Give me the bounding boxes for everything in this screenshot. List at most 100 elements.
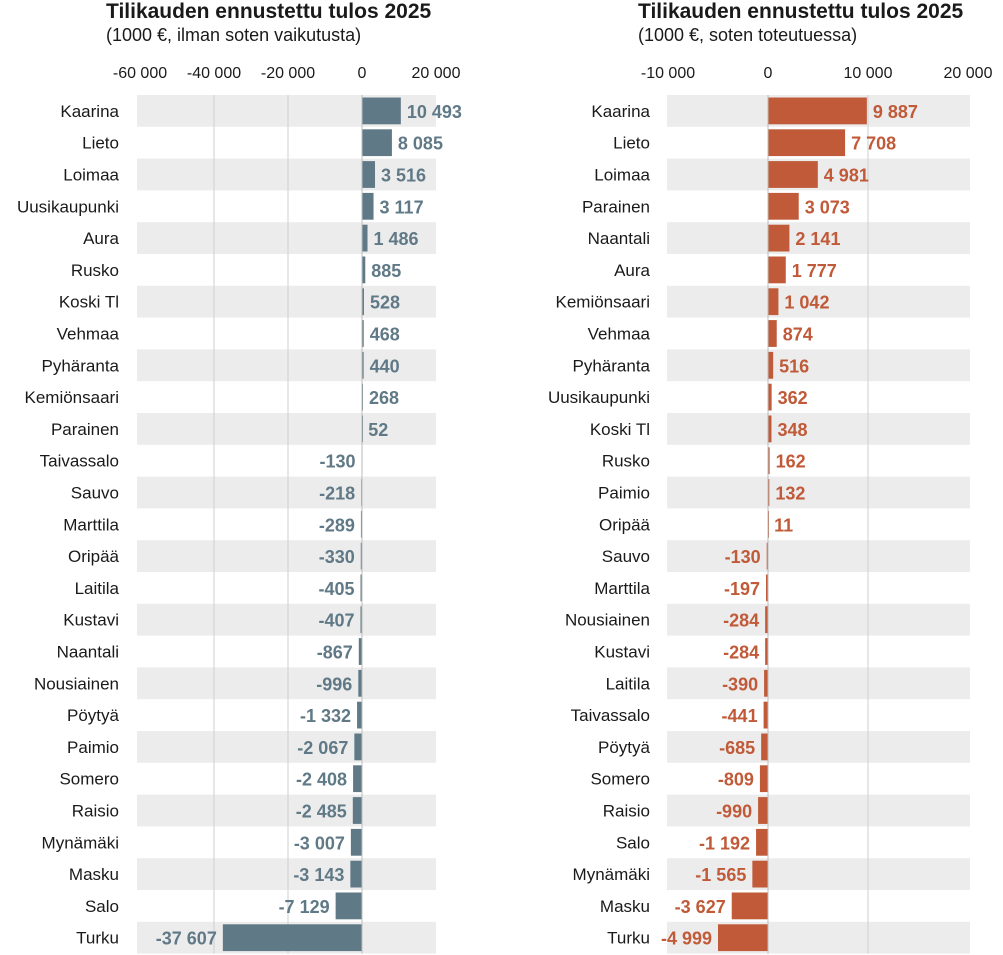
bar: [362, 320, 364, 347]
chart-title: Tilikauden ennustettu tulos 2025: [638, 0, 964, 23]
bar: [764, 669, 768, 697]
category-label: Raisio: [72, 802, 119, 821]
bar: [353, 765, 362, 793]
row-band: [137, 858, 436, 890]
category-label: Mynämäki: [42, 833, 119, 852]
row-band: [667, 413, 970, 445]
x-tick-label: -60 000: [113, 65, 167, 82]
category-label: Taivassalo: [40, 452, 119, 471]
row-band: [137, 667, 436, 700]
row-band: [137, 413, 436, 445]
category-label: Parainen: [51, 420, 119, 439]
bar: [768, 288, 779, 316]
category-label: Kemiönsaari: [25, 388, 120, 407]
row-band: [667, 921, 970, 954]
category-label: Naantali: [57, 643, 119, 662]
value-label: -284: [723, 643, 759, 663]
left-chart-panel: Tilikauden ennustettu tulos 2025 (1000 €…: [0, 0, 500, 955]
bar: [335, 892, 362, 920]
bar: [768, 351, 774, 379]
bar: [768, 161, 818, 188]
bar: [752, 860, 768, 888]
category-label: Rusko: [602, 452, 650, 471]
bar: [766, 574, 768, 602]
category-label: Kaarina: [591, 102, 650, 121]
value-label: 132: [775, 484, 805, 504]
category-label: Somero: [590, 770, 650, 789]
value-label: -990: [716, 802, 752, 822]
value-label: 3 073: [805, 197, 850, 217]
bar: [354, 733, 362, 761]
category-label: Pyhäranta: [573, 356, 651, 375]
bar: [768, 415, 772, 443]
bar: [350, 860, 362, 888]
value-label: -4 999: [661, 929, 712, 949]
category-label: Koski Tl: [590, 420, 650, 439]
category-label: Naantali: [588, 229, 650, 248]
bar: [362, 192, 374, 220]
bar: [222, 924, 362, 952]
bar: [362, 129, 392, 157]
value-label: 885: [371, 261, 401, 281]
bar: [358, 669, 362, 697]
value-label: 162: [776, 452, 806, 472]
row-band: [667, 285, 970, 318]
row-band: [137, 794, 436, 827]
bar: [768, 97, 867, 125]
value-label: 874: [783, 325, 813, 345]
value-label: -7 129: [279, 897, 330, 917]
bar: [765, 606, 768, 634]
right-chart-panel: Tilikauden ennustettu tulos 2025 (1000 €…: [500, 0, 1003, 955]
bar: [362, 351, 364, 379]
row-band: [667, 794, 970, 827]
category-label: Paimio: [598, 484, 650, 503]
value-label: -996: [316, 674, 352, 694]
category-label: Lieto: [82, 134, 119, 153]
bar: [362, 256, 366, 284]
value-label: -2 485: [296, 802, 347, 822]
bar: [768, 383, 772, 411]
category-label: Aura: [83, 229, 119, 248]
row-band: [667, 222, 970, 254]
bar: [350, 828, 362, 856]
category-label: Kustavi: [63, 611, 119, 630]
row-band: [667, 603, 970, 636]
row-band: [667, 349, 970, 382]
category-label: Marttila: [63, 515, 119, 534]
category-label: Laitila: [606, 674, 651, 693]
bar: [768, 256, 786, 284]
bar: [756, 828, 768, 856]
row-band: [667, 667, 970, 700]
category-label: Aura: [614, 261, 650, 280]
chart-subtitle: (1000 €, ilman soten vaikutusta): [106, 25, 362, 45]
category-label: Somero: [59, 770, 119, 789]
category-label: Kustavi: [594, 643, 650, 662]
category-label: Kemiönsaari: [556, 293, 651, 312]
value-label: 52: [368, 420, 388, 440]
category-label: Koski Tl: [59, 293, 119, 312]
value-label: 516: [779, 356, 809, 376]
row-band: [667, 731, 970, 763]
category-label: Salo: [616, 833, 650, 852]
value-label: 528: [370, 293, 400, 313]
bar: [358, 638, 362, 665]
value-label: 1 777: [792, 261, 837, 281]
row-band: [137, 476, 436, 509]
value-label: 440: [370, 356, 400, 376]
category-label: Nousiainen: [565, 611, 650, 630]
category-label: Uusikaupunki: [548, 388, 650, 407]
value-label: 3 117: [380, 197, 424, 217]
bar: [731, 892, 768, 920]
category-label: Sauvo: [602, 547, 650, 566]
bar: [759, 765, 768, 793]
left-bar-chart: -60 000 -40 000 -20 000 0 20 000 Kaarina 10 49…: [17, 65, 462, 954]
category-label: Salo: [85, 897, 119, 916]
value-label: -867: [317, 643, 353, 663]
value-label: -197: [724, 579, 760, 599]
value-label: -2 067: [297, 738, 348, 758]
bar: [360, 510, 362, 538]
x-tick-label: 10 000: [844, 65, 893, 82]
value-label: 8 085: [398, 134, 443, 154]
row-band: [667, 476, 970, 509]
value-label: 362: [778, 388, 808, 408]
